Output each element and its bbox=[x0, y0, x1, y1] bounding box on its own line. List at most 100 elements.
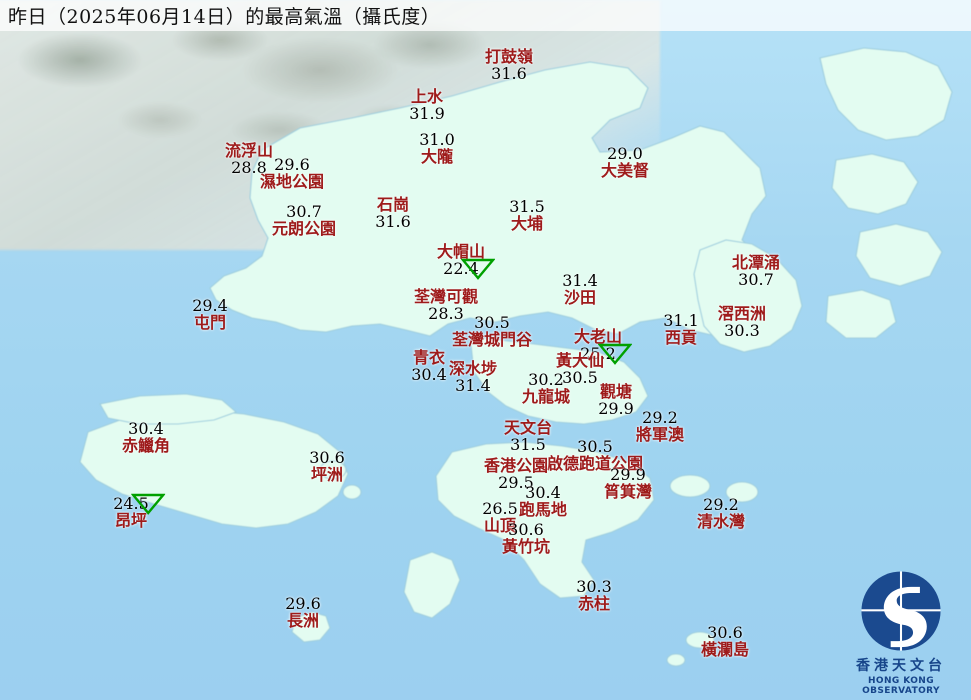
station-temperature-value: 29.2 bbox=[703, 495, 739, 514]
station-name: 大帽山 bbox=[436, 242, 486, 261]
station-marker: 30.4 跑馬地 bbox=[519, 484, 567, 518]
station-marker: 24.5 昂坪 bbox=[113, 493, 165, 529]
station-temperature-value: 24.5 bbox=[113, 494, 149, 513]
station-marker: 30.2 九龍城 bbox=[522, 371, 570, 405]
station-marker: 29.2 清水灣 bbox=[697, 496, 745, 530]
station-marker: 觀塘 29.9 bbox=[598, 383, 634, 417]
station-marker: 30.6 橫瀾島 bbox=[701, 624, 749, 658]
title-band: 昨日（2025年06月14日）的最高氣溫（攝氏度） bbox=[0, 0, 971, 31]
station-name: 黃大仙 bbox=[555, 351, 605, 370]
station-name: 屯門 bbox=[193, 313, 226, 332]
station-temperature-value: 30.7 bbox=[286, 202, 322, 221]
station-temperature-value: 30.6 bbox=[508, 520, 544, 539]
station-temperature-value: 28.8 bbox=[231, 158, 267, 177]
station-name: 滘西洲 bbox=[717, 304, 767, 323]
station-name: 將軍澳 bbox=[635, 425, 685, 444]
station-name: 上水 bbox=[410, 87, 443, 106]
station-name: 香港公園 bbox=[483, 456, 549, 475]
station-marker: 31.5 大埔 bbox=[509, 198, 545, 232]
station-temperature-value: 31.9 bbox=[409, 104, 445, 123]
station-marker: 打鼓嶺 31.6 bbox=[485, 48, 533, 82]
station-temperature-value: 31.6 bbox=[491, 64, 527, 83]
station-marker: 30.6 黃竹坑 bbox=[502, 521, 550, 555]
station-temperature-value: 30.2 bbox=[528, 370, 564, 389]
station-temperature-value: 29.4 bbox=[192, 296, 228, 315]
station-name: 觀塘 bbox=[599, 382, 632, 401]
station-temperature-value: 28.3 bbox=[428, 304, 464, 323]
station-marker: 30.6 坪洲 bbox=[309, 449, 345, 483]
station-name: 北潭涌 bbox=[731, 253, 781, 272]
station-temperature-value: 29.9 bbox=[610, 465, 646, 484]
station-marker: 滘西洲 30.3 bbox=[718, 305, 766, 339]
page-title: 昨日（2025年06月14日）的最高氣溫（攝氏度） bbox=[8, 6, 441, 28]
station-temperature-value: 26.5 bbox=[482, 499, 518, 518]
station-temperature-value: 30.5 bbox=[577, 437, 613, 456]
station-name: 大老山 bbox=[573, 327, 623, 346]
station-marker: 香港公園 29.5 bbox=[484, 457, 548, 491]
station-name: 沙田 bbox=[563, 288, 596, 307]
station-marker: 31.0 大隴 bbox=[419, 131, 455, 165]
station-temperature-value: 30.6 bbox=[707, 623, 743, 642]
station-temperature-value: 30.4 bbox=[411, 365, 447, 384]
station-temperature-value: 29.9 bbox=[598, 399, 634, 418]
station-temperature-value: 31.5 bbox=[509, 197, 545, 216]
station-name: 山頂 bbox=[483, 516, 516, 535]
station-marker: 30.5 啟德跑道公園 bbox=[547, 438, 643, 472]
station-name: 荃灣可觀 bbox=[413, 287, 479, 306]
station-name: 大美督 bbox=[600, 161, 650, 180]
station-name: 天文台 bbox=[503, 418, 553, 437]
station-temperature-value: 31.4 bbox=[562, 271, 598, 290]
station-name: 元朗公園 bbox=[271, 219, 337, 238]
station-marker: 29.6 濕地公園 bbox=[260, 156, 324, 190]
station-marker: 上水 31.9 bbox=[409, 88, 445, 122]
station-temperature-value: 30.5 bbox=[474, 313, 510, 332]
station-name: 橫瀾島 bbox=[700, 640, 750, 659]
station-temperature-value: 30.4 bbox=[128, 419, 164, 438]
station-temperature-value: 29.2 bbox=[642, 408, 678, 427]
station-marker: 29.6 長洲 bbox=[285, 595, 321, 629]
station-name: 大隴 bbox=[420, 147, 453, 166]
station-marker: 31.4 沙田 bbox=[562, 272, 598, 306]
station-name: 啟德跑道公園 bbox=[546, 454, 644, 473]
station-name: 石崗 bbox=[376, 195, 409, 214]
station-temperature-value: 29.6 bbox=[274, 155, 310, 174]
hko-logo: 香港天文台 HONG KONG OBSERVATORY bbox=[837, 568, 965, 696]
station-marker: 29.0 大美督 bbox=[601, 145, 649, 179]
station-name: 濕地公園 bbox=[259, 172, 325, 191]
station-marker: 黃大仙 30.5 bbox=[556, 352, 604, 386]
station-temperature-value: 30.3 bbox=[724, 321, 760, 340]
station-name: 黃竹坑 bbox=[501, 537, 551, 556]
station-name: 荃灣城門谷 bbox=[451, 330, 533, 349]
station-name: 流浮山 bbox=[224, 141, 274, 160]
station-marker: 流浮山 28.8 bbox=[225, 142, 273, 176]
station-marker: 30.5 荃灣城門谷 bbox=[452, 314, 532, 348]
station-name: 長洲 bbox=[286, 611, 319, 630]
station-temperature-value: 29.5 bbox=[498, 473, 534, 492]
station-temperature-value: 29.6 bbox=[285, 594, 321, 613]
station-temperature-value: 31.1 bbox=[663, 311, 699, 330]
station-name: 坪洲 bbox=[310, 465, 343, 484]
station-marker: 26.5 山頂 bbox=[482, 500, 518, 534]
station-name: 筲箕灣 bbox=[603, 482, 653, 501]
station-name: 西貢 bbox=[664, 328, 697, 347]
station-marker: 天文台 31.5 bbox=[504, 419, 552, 453]
logo-text-chinese: 香港天文台 bbox=[856, 658, 946, 674]
station-temperature-value: 30.7 bbox=[738, 270, 774, 289]
station-temperature-value: 30.4 bbox=[525, 483, 561, 502]
station-temperature-value: 30.5 bbox=[562, 368, 598, 387]
logo-text-english: HONG KONG OBSERVATORY bbox=[862, 676, 940, 696]
station-temperature-value: 31.5 bbox=[510, 435, 546, 454]
station-temperature-value: 31.0 bbox=[419, 130, 455, 149]
station-marker: 31.1 西貢 bbox=[663, 312, 699, 346]
observatory-logo-icon bbox=[861, 571, 941, 651]
station-name: 打鼓嶺 bbox=[484, 47, 534, 66]
station-name: 赤柱 bbox=[577, 594, 610, 613]
station-marker: 30.3 赤柱 bbox=[576, 578, 612, 612]
station-name: 清水灣 bbox=[696, 512, 746, 531]
station-temperature-value: 31.6 bbox=[375, 212, 411, 231]
station-marker: 29.9 筲箕灣 bbox=[604, 466, 652, 500]
station-temperature-value: 22.4 bbox=[443, 259, 479, 278]
station-marker: 29.2 將軍澳 bbox=[636, 409, 684, 443]
